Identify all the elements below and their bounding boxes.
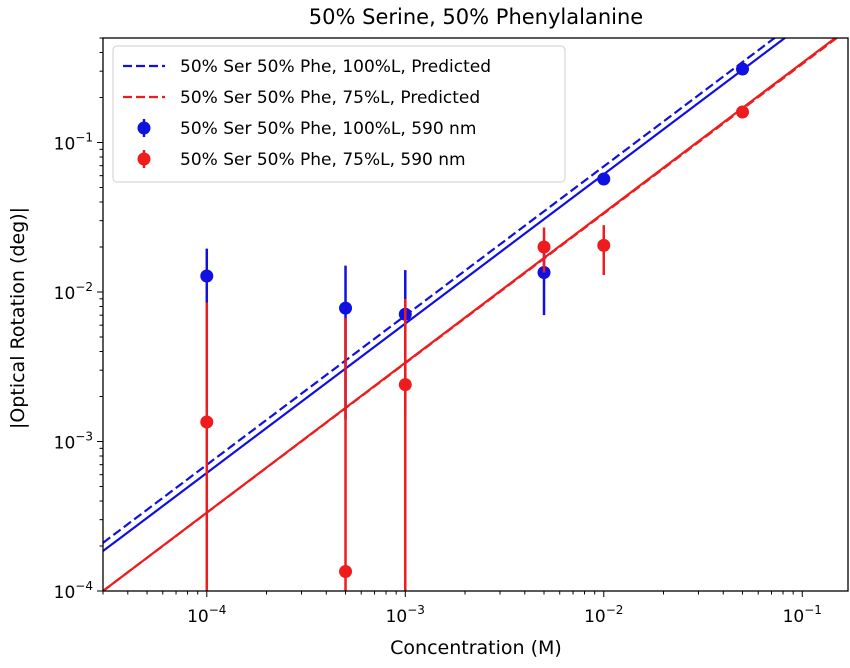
x-tick-label-1: 10−3 — [386, 603, 425, 627]
y-tick-label-3: 10−1 — [54, 130, 93, 154]
data-point-2-0 — [200, 269, 214, 283]
x-tick-label-0: 10−4 — [187, 603, 226, 627]
legend: 50% Ser 50% Phe, 100%L, Predicted 50% Ser… — [112, 45, 566, 183]
data-point-2-5 — [736, 62, 750, 76]
data-point-3-3 — [537, 240, 551, 254]
data-point-3-0 — [200, 415, 214, 429]
data-point-2-1 — [339, 301, 353, 315]
data-point-3-1 — [339, 565, 353, 579]
legend-box — [112, 45, 566, 183]
y-tick-label-0: 10−4 — [54, 579, 93, 603]
legend-swatch-2 — [137, 121, 151, 135]
legend-label-0: 50% Ser 50% Phe, 100%L, Predicted — [180, 57, 491, 77]
legend-label-1: 50% Ser 50% Phe, 75%L, Predicted — [180, 88, 480, 108]
axes-ticks: 10−4 10−3 10−2 10−1 10−4 10−3 10−2 10−1 — [54, 37, 849, 627]
legend-label-2: 50% Ser 50% Phe, 100%L, 590 nm — [180, 119, 476, 139]
fit-line-0 — [103, 38, 787, 552]
chart-title: 50% Serine, 50% Phenylalanine — [309, 5, 643, 29]
plot-frame — [102, 37, 849, 592]
x-tick-label-3: 10−1 — [783, 603, 822, 627]
data-point-3-2 — [398, 378, 412, 392]
x-tick-label-2: 10−2 — [584, 603, 623, 627]
fit-line-1 — [103, 38, 838, 591]
plot-area — [103, 38, 839, 591]
legend-label-3: 50% Ser 50% Phe, 75%L, 590 nm — [180, 150, 466, 170]
x-axis-label: Concentration (M) — [390, 637, 562, 659]
data-point-2-4 — [597, 172, 611, 186]
y-tick-label-1: 10−3 — [54, 429, 93, 453]
legend-swatch-3 — [137, 152, 151, 166]
data-point-3-5 — [736, 105, 750, 119]
data-point-3-4 — [597, 238, 611, 252]
y-axis-label: |Optical Rotation (deg)| — [7, 207, 29, 429]
y-tick-label-2: 10−2 — [54, 280, 93, 304]
